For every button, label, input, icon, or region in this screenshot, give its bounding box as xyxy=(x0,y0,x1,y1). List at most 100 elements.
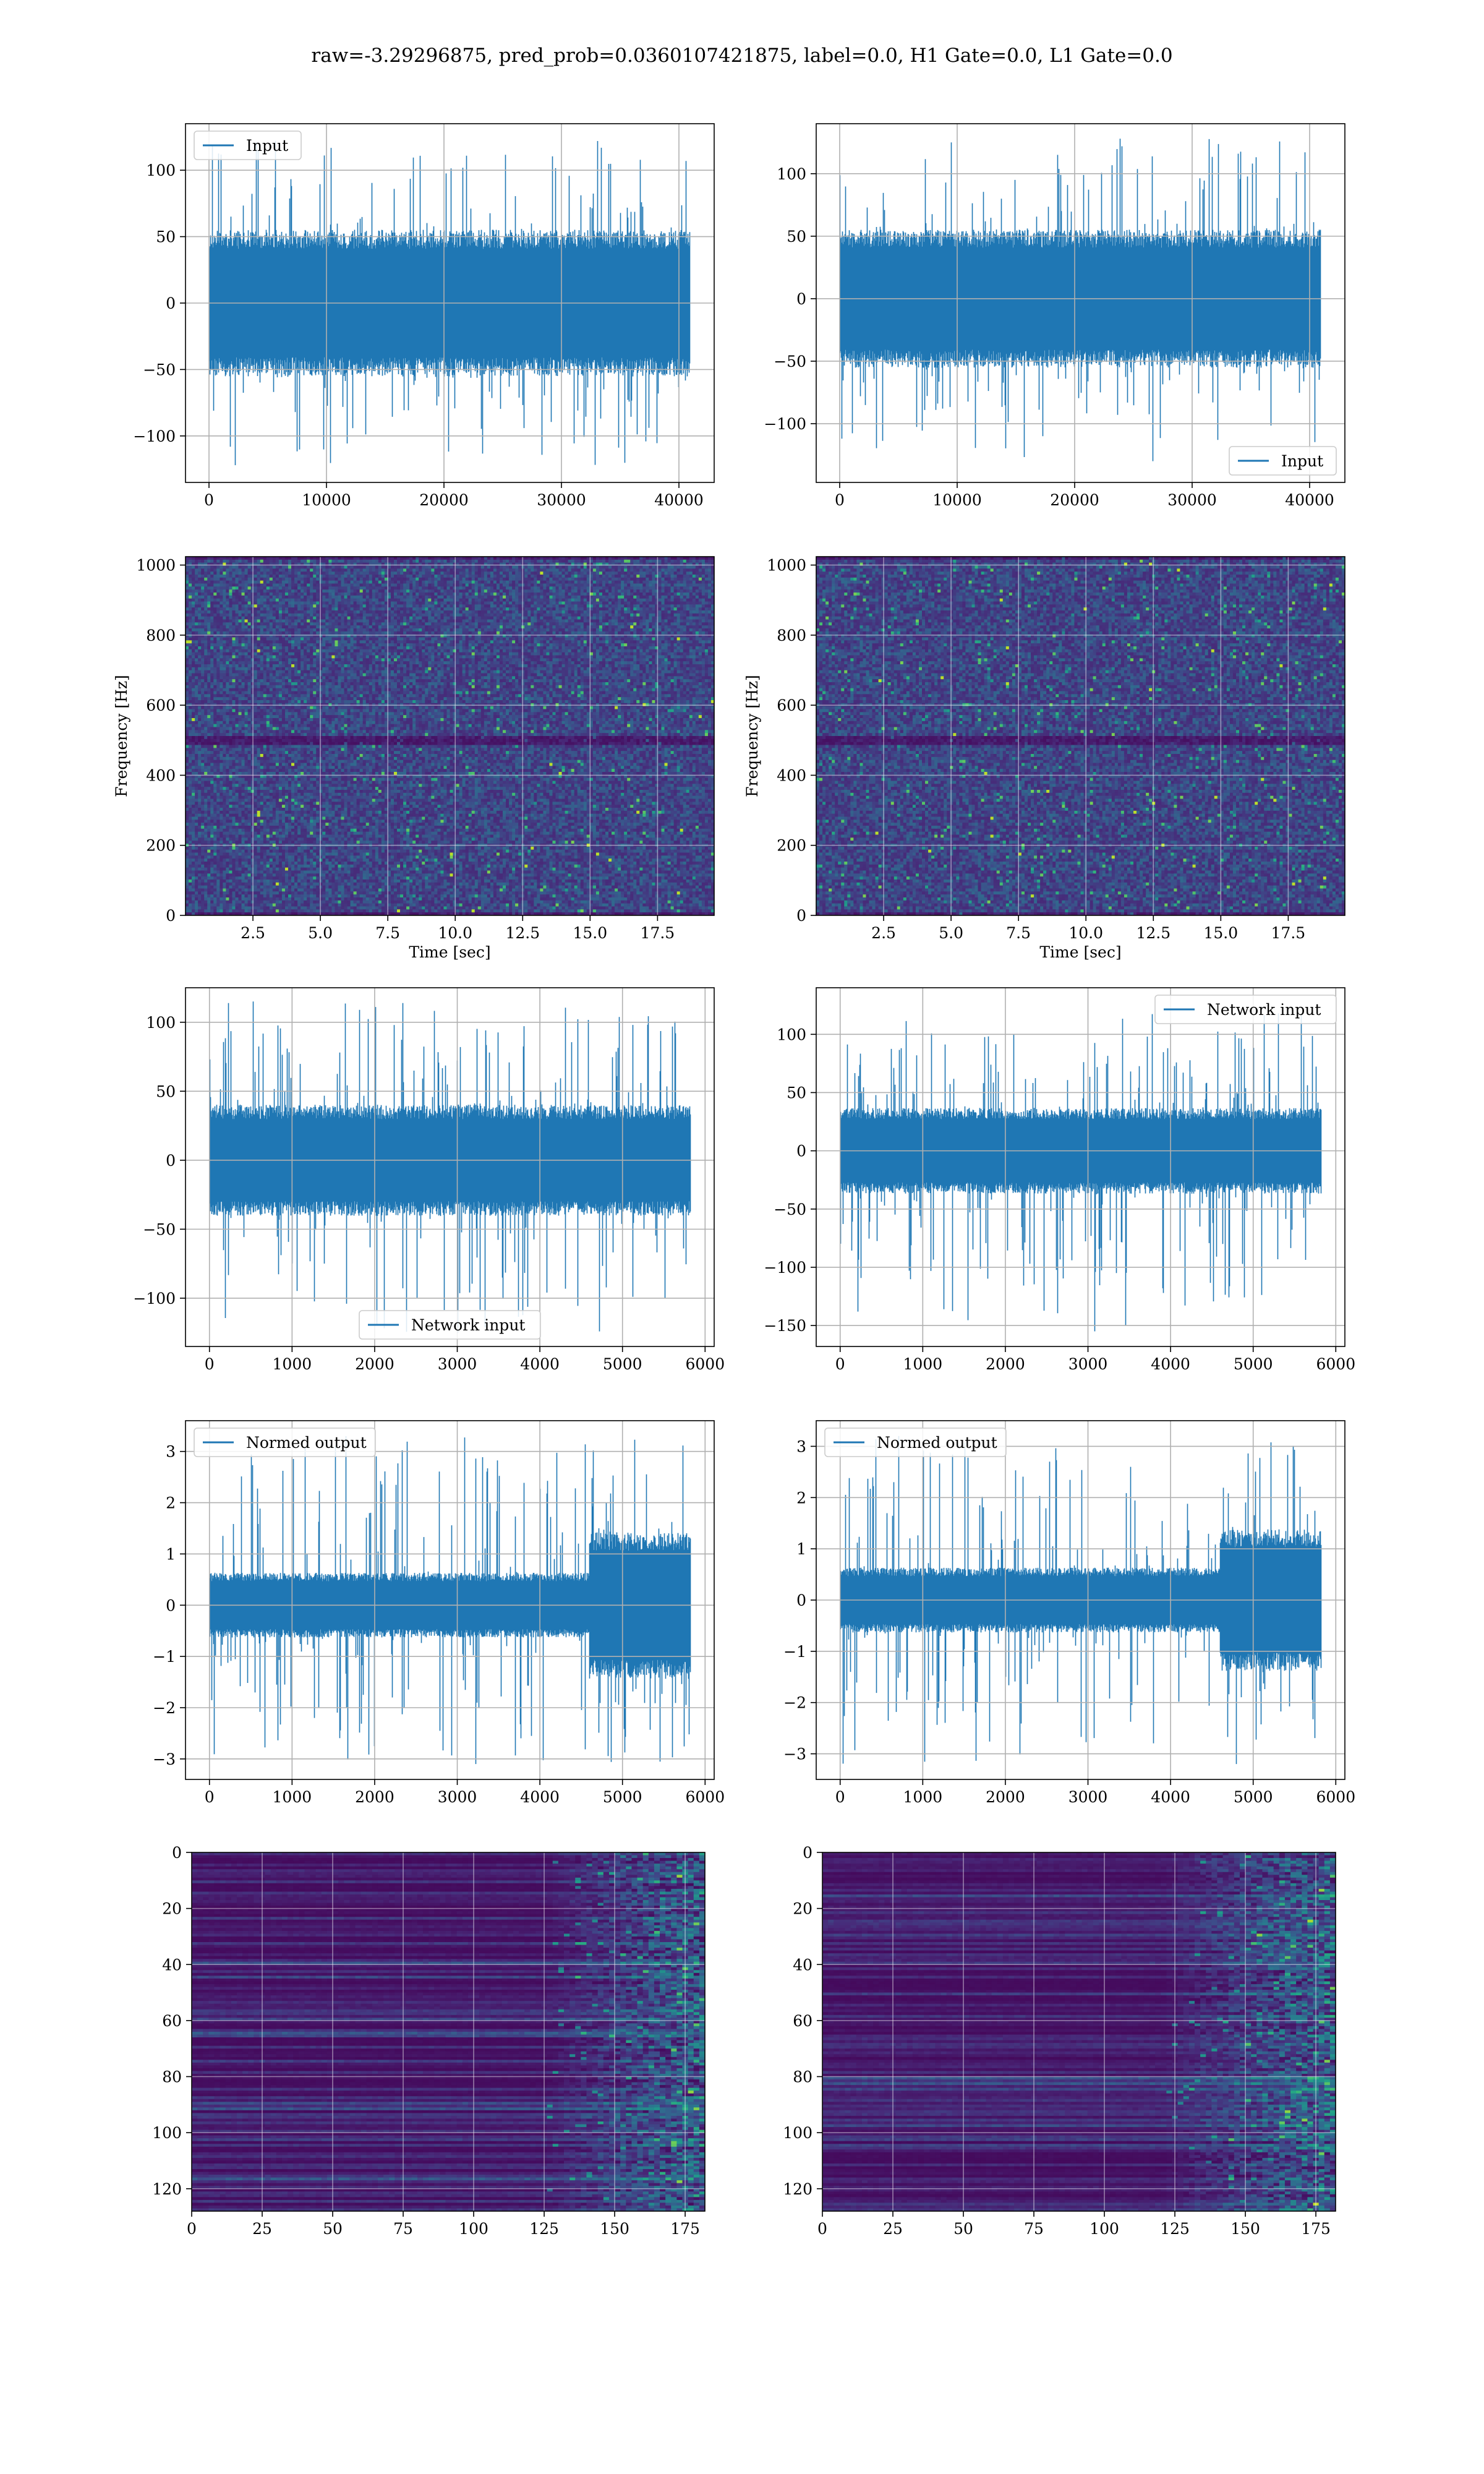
normed-output-h1-xtick-label: 0 xyxy=(205,1788,215,1806)
feature-map-h1-ytick-label: 80 xyxy=(162,2068,182,2086)
spectrogram-l1-ytick-label: 1000 xyxy=(767,557,806,575)
feature-map-h1-plot-area xyxy=(192,1852,706,2212)
spectrogram-l1-xtick-label: 7.5 xyxy=(1006,924,1031,942)
spectrogram-l1-ytick-label: 600 xyxy=(777,696,806,714)
normed-output-h1-plot-area xyxy=(210,1436,691,1764)
input-h1-ytick-label: 0 xyxy=(166,294,176,312)
input-l1-ytick-label: 50 xyxy=(787,228,806,246)
spectrogram-h1-ytick-label: 600 xyxy=(146,696,176,714)
input-h1-grid xyxy=(186,124,714,482)
normed-output-l1-xtick-label: 5000 xyxy=(1234,1788,1273,1806)
normed-output-l1-ytick-label: −3 xyxy=(783,1745,806,1763)
input-l1-legend-label: Input xyxy=(1281,452,1323,470)
network-input-h1-plot-area xyxy=(210,1001,691,1332)
feature-map-h1-xtick-label: 25 xyxy=(252,2220,272,2238)
feature-map-l1-plot-area xyxy=(822,1852,1336,2212)
network-input-l1-xtick-label: 0 xyxy=(835,1355,845,1373)
network-input-l1-xtick-label: 4000 xyxy=(1151,1355,1190,1373)
feature-map-l1-xtick-label: 125 xyxy=(1160,2220,1190,2238)
network-input-l1-xtick-label: 2000 xyxy=(986,1355,1025,1373)
feature-map-h1-ytick-label: 20 xyxy=(162,1900,182,1918)
input-l1-series-line xyxy=(840,139,1321,461)
feature-map-h1-heatmap xyxy=(192,1852,706,2212)
normed-output-l1-ytick-label: −2 xyxy=(783,1694,806,1712)
feature-map-l1-ytick-label: 40 xyxy=(793,1956,812,1974)
input-l1-xtick-label: 30000 xyxy=(1167,491,1217,509)
input-h1-ytick-label: −50 xyxy=(143,361,176,379)
spectrogram-l1-plot-area xyxy=(816,557,1345,916)
spectrogram-l1-ytick-label: 0 xyxy=(796,907,806,925)
spectrogram-h1-xtick-label: 7.5 xyxy=(375,924,400,942)
spectrogram-h1-xtick-label: 10.0 xyxy=(438,924,472,942)
spectrogram-h1-plot-area xyxy=(186,557,715,916)
normed-output-l1-legend-label: Normed output xyxy=(877,1434,997,1452)
input-l1-ytick-label: 0 xyxy=(796,290,806,308)
spectrogram-h1-axes: 2.5 5.0 7.5 10.0 12.5 15.0 17.5020040060080010… xyxy=(113,557,715,961)
normed-output-h1-xtick-label: 6000 xyxy=(685,1788,725,1806)
normed-output-h1-legend-label: Normed output xyxy=(246,1434,367,1452)
normed-output-h1-xtick-label: 2000 xyxy=(355,1788,394,1806)
normed-output-h1-ytick-label: 1 xyxy=(166,1545,176,1563)
network-input-l1-legend: Network input xyxy=(1155,995,1336,1024)
input-h1-xtick-label: 30000 xyxy=(537,491,586,509)
feature-map-h1-xtick-label: 150 xyxy=(600,2220,629,2238)
spectrogram-h1-xtick-label: 12.5 xyxy=(505,924,540,942)
feature-map-l1-xtick-label: 50 xyxy=(953,2220,973,2238)
spectrogram-h1-ylabel: Frequency [Hz] xyxy=(113,675,130,797)
figure-title: raw=-3.29296875, pred_prob=0.03601074218… xyxy=(311,45,1172,67)
spectrogram-l1-xtick-label: 15.0 xyxy=(1204,924,1239,942)
network-input-h1-xtick-label: 1000 xyxy=(273,1355,312,1373)
spectrogram-l1-xtick-label: 12.5 xyxy=(1136,924,1171,942)
normed-output-l1-legend: Normed output xyxy=(825,1428,1006,1457)
feature-map-l1-xtick-label: 175 xyxy=(1301,2220,1331,2238)
spectrogram-h1-ytick-label: 800 xyxy=(146,627,176,644)
feature-map-l1-xtick-label: 150 xyxy=(1230,2220,1260,2238)
input-h1-ytick-label: −100 xyxy=(133,427,176,445)
input-l1-legend: Input xyxy=(1229,447,1336,475)
network-input-h1-legend: Network input xyxy=(359,1311,540,1339)
input-l1-xtick-label: 0 xyxy=(835,491,845,509)
network-input-h1-xtick-label: 6000 xyxy=(685,1355,725,1373)
spectrogram-h1-xlabel: Time [sec] xyxy=(409,943,490,961)
input-h1-xtick-label: 0 xyxy=(204,491,214,509)
network-input-h1-ytick-label: 100 xyxy=(146,1014,176,1032)
feature-map-h1-xtick-label: 75 xyxy=(393,2220,413,2238)
normed-output-h1-ytick-label: 3 xyxy=(166,1443,176,1461)
network-input-l1-ytick-label: 100 xyxy=(777,1025,806,1043)
feature-map-h1-ytick-label: 40 xyxy=(162,1956,182,1974)
feature-map-l1-ytick-label: 120 xyxy=(783,2180,812,2198)
normed-output-l1-xtick-label: 1000 xyxy=(903,1788,943,1806)
spectrogram-h1-ytick-label: 1000 xyxy=(136,557,176,575)
input-l1-ytick-label: −50 xyxy=(774,353,806,370)
normed-output-l1-grid xyxy=(816,1421,1345,1779)
spectrogram-l1-xlabel: Time [sec] xyxy=(1039,943,1121,961)
network-input-l1-axes: 0 1000 2000 3000 4000 5000 6000−150−100−500501… xyxy=(764,988,1355,1373)
feature-map-l1-ytick-label: 100 xyxy=(783,2124,812,2142)
spectrogram-h1-ytick-label: 400 xyxy=(146,766,176,784)
normed-output-h1-ytick-label: −3 xyxy=(153,1750,176,1768)
spectrogram-l1-axes: 2.5 5.0 7.5 10.0 12.5 15.0 17.5020040060080010… xyxy=(743,557,1345,961)
normed-output-h1-ytick-label: 0 xyxy=(166,1596,176,1614)
normed-output-h1-xtick-label: 1000 xyxy=(273,1788,312,1806)
normed-output-l1-ytick-label: 3 xyxy=(796,1437,806,1455)
feature-map-h1-ytick-label: 120 xyxy=(152,2180,182,2198)
normed-output-l1-xtick-label: 3000 xyxy=(1068,1788,1108,1806)
network-input-l1-plot-area xyxy=(841,1013,1321,1331)
network-input-h1-xtick-label: 2000 xyxy=(355,1355,394,1373)
input-l1-xtick-label: 10000 xyxy=(932,491,982,509)
normed-output-l1-xtick-label: 6000 xyxy=(1316,1788,1355,1806)
spectrogram-l1-xtick-label: 2.5 xyxy=(871,924,896,942)
network-input-h1-ytick-label: 50 xyxy=(156,1082,176,1100)
normed-output-h1-ytick-label: −1 xyxy=(153,1648,176,1666)
feature-map-h1-ytick-label: 100 xyxy=(152,2124,182,2142)
feature-map-h1-xtick-label: 125 xyxy=(529,2220,559,2238)
network-input-h1-ytick-label: 0 xyxy=(166,1152,176,1170)
input-l1-ytick-label: −100 xyxy=(764,415,806,433)
feature-map-l1-xtick-label: 25 xyxy=(883,2220,903,2238)
input-h1-ytick-label: 50 xyxy=(156,228,176,246)
feature-map-h1-xtick-label: 100 xyxy=(459,2220,488,2238)
